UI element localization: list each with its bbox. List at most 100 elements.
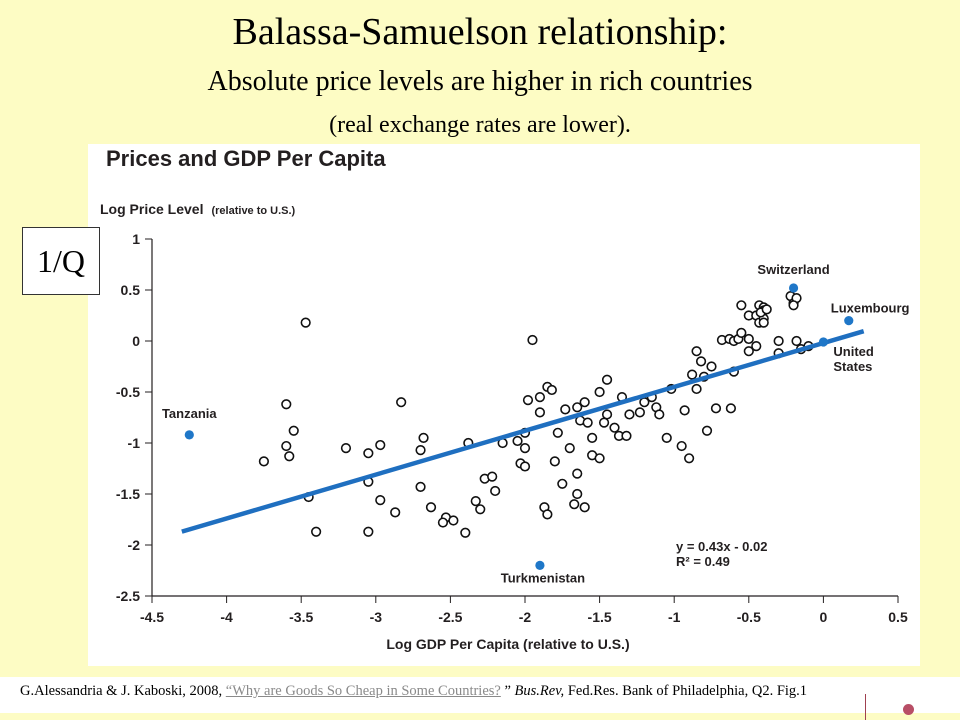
data-point [300, 317, 311, 328]
data-point [572, 402, 583, 413]
data-point [415, 481, 426, 492]
data-point [706, 361, 717, 372]
highlight-label: United [833, 344, 874, 359]
data-point [679, 405, 690, 416]
chart-panel: Prices and GDP Per Capita Log Price Leve… [88, 144, 920, 666]
data-point [609, 422, 620, 433]
y-axis-label-main: Log Price Level [100, 201, 203, 217]
data-point [579, 397, 590, 408]
data-point [598, 417, 610, 428]
x-tick-label: 0.5 [888, 609, 908, 625]
y-tick-label: 0 [132, 333, 140, 349]
highlight-point [788, 283, 799, 293]
data-point [522, 395, 534, 406]
data-point [579, 502, 590, 513]
highlight-point [535, 560, 545, 570]
data-point [534, 392, 546, 403]
data-point [527, 334, 538, 346]
data-point [572, 488, 583, 500]
data-point [691, 346, 702, 357]
x-tick-label: -0.5 [737, 609, 761, 625]
data-point [546, 384, 557, 396]
axes: 10.50-0.5-1-1.5-2-2.5-4.5 -4 -3.5 -3 -2.5 -2-… [116, 231, 908, 625]
data-point [512, 435, 523, 447]
highlight-label: Tanzania [162, 406, 217, 421]
highlight-label: Switzerland [757, 262, 829, 277]
x-tick-label: -3 [370, 609, 383, 625]
data-point [375, 439, 386, 451]
data-point [564, 443, 575, 454]
data-point [258, 456, 269, 467]
data-points [181, 283, 865, 570]
citation-journal: Bus.Rev, [514, 683, 565, 699]
data-point [487, 471, 498, 482]
data-point [415, 445, 426, 456]
highlight-label: Luxembourg [831, 301, 910, 316]
inverse-q-badge: 1/Q [22, 227, 100, 295]
citation-link[interactable]: “Why are Goods So Cheap in Some Countrie… [225, 683, 501, 699]
data-point [758, 317, 769, 328]
citation-prefix: G.Alessandria & J. Kaboski, 2008, [20, 683, 223, 699]
data-point [375, 495, 386, 506]
y-tick-label: 1 [132, 231, 140, 247]
data-point [743, 333, 754, 345]
data-point [448, 515, 459, 526]
data-point [396, 397, 407, 408]
trend-line [181, 329, 865, 534]
citation-suffix: Fed.Res. Bank of Philadelphia, Q2. Fig.1 [567, 683, 808, 699]
data-point [691, 383, 702, 395]
data-point [594, 386, 605, 398]
data-point [761, 304, 772, 315]
data-point [676, 440, 687, 452]
data-point [788, 300, 799, 311]
data-point [569, 499, 580, 510]
citation-bar [0, 677, 960, 713]
data-point [634, 407, 645, 418]
data-point [363, 448, 374, 459]
data-point [542, 509, 553, 520]
x-tick-label: -2 [519, 609, 532, 625]
chart-title: Prices and GDP Per Capita [106, 146, 386, 171]
data-point [288, 425, 299, 436]
highlight-label: States [833, 359, 872, 374]
data-point [560, 404, 571, 415]
x-tick-label: -3.5 [289, 609, 313, 625]
data-point [701, 425, 713, 436]
data-point [425, 502, 437, 513]
decoration-line [865, 694, 866, 720]
y-tick-label: -1.5 [116, 486, 140, 502]
x-axis-label: Log GDP Per Capita (relative to U.S.) [386, 636, 629, 652]
data-point [363, 526, 374, 537]
data-point [552, 427, 563, 438]
highlight-label: Turkmenistan [501, 570, 585, 585]
data-point [519, 443, 531, 454]
data-point [284, 451, 295, 462]
trend-equation: y = 0.43x - 0.02 [676, 539, 767, 554]
data-point [624, 409, 635, 420]
data-point [281, 399, 292, 410]
data-point [601, 409, 613, 420]
data-point [594, 453, 605, 464]
data-point [437, 517, 449, 528]
y-axis-label: Log Price Level (relative to U.S.) [100, 201, 296, 217]
data-point [736, 300, 747, 311]
data-point [534, 407, 546, 418]
data-point [572, 468, 583, 479]
y-tick-label: -2 [128, 537, 141, 553]
data-point [587, 432, 598, 444]
slide-title: Balassa-Samuelson relationship: [232, 11, 728, 53]
data-point [557, 478, 568, 489]
data-point [687, 369, 698, 380]
data-point [390, 507, 401, 518]
data-point [418, 432, 429, 444]
data-point [340, 443, 352, 454]
data-point [710, 403, 722, 414]
y-tick-label: -1 [128, 435, 141, 451]
highlight-point [844, 316, 854, 326]
data-point [549, 456, 560, 467]
y-tick-label: -2.5 [116, 588, 140, 604]
data-point [475, 504, 486, 515]
data-point [661, 432, 672, 444]
data-point [684, 453, 695, 464]
